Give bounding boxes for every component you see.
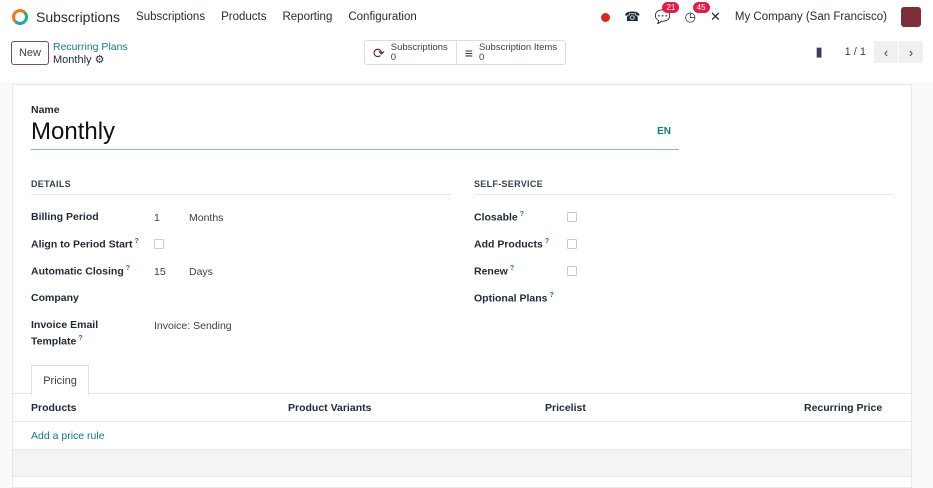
recording-dot-icon[interactable] [601,12,611,22]
add-products-text: Add Products [474,238,543,251]
add-products-label: Add Products? [474,238,549,251]
name-label: Name [31,104,60,116]
invoice-template-label-1: Invoice Email [31,319,99,331]
align-label: Align to Period Start? [31,238,139,251]
add-products-checkbox[interactable] [567,239,577,249]
control-panel: New Recurring Plans Monthly ⚙ ⟳ Subscript… [0,34,933,82]
renew-checkbox[interactable] [567,266,577,276]
closable-label: Closable? [474,211,524,224]
add-price-rule-link[interactable]: Add a price rule [31,430,105,442]
pager: ▮ 1 / 1 ‹ › [815,41,923,63]
smart-buttons: ⟳ Subscriptions 0 ≡ Subscription Items 0 [364,40,567,65]
invoice-template-label-2: Template? [31,335,83,348]
auto-close-text: Automatic Closing [31,265,124,278]
company-switcher[interactable]: My Company (San Francisco) [734,11,887,23]
breadcrumb-recurring-plans[interactable]: Recurring Plans [53,41,128,53]
invoice-template-text: Template [31,335,77,348]
breadcrumb-current-label: Monthly [53,54,92,66]
column-pricelist[interactable]: Pricelist [545,402,586,414]
breadcrumb-current: Monthly ⚙ [53,53,104,66]
list-icon: ≡ [464,44,473,61]
form-sheet: Name Monthly EN DETAILS SELF-SERVICE Bil… [12,84,912,488]
activity-badge: 45 [692,2,710,13]
help-icon[interactable]: ? [134,238,139,245]
help-icon[interactable]: ? [549,292,554,299]
subscription-items-stat-button[interactable]: ≡ Subscription Items 0 [455,41,565,64]
tab-pricing[interactable]: Pricing [31,365,89,395]
align-text: Align to Period Start [31,238,133,251]
app-name[interactable]: Subscriptions [36,9,121,25]
empty-row [13,449,911,477]
closable-text: Closable [474,211,518,224]
stat-value: 0 [390,51,397,63]
gear-icon[interactable]: ⚙ [94,54,105,66]
app-logo-icon[interactable] [12,9,28,25]
renew-text: Renew [474,265,508,278]
subscriptions-stat-button[interactable]: ⟳ Subscriptions 0 [365,41,456,64]
pager-value[interactable]: 1 / 1 [844,46,866,58]
column-products[interactable]: Products [31,402,77,414]
pager-previous-button[interactable]: ‹ [874,41,898,63]
language-button[interactable]: EN [657,126,671,137]
name-value: Monthly [31,118,116,145]
billing-period-unit[interactable]: Months [189,212,224,224]
refresh-icon: ⟳ [373,44,385,61]
user-avatar[interactable] [901,7,921,27]
renew-label: Renew? [474,265,514,278]
activity-clock-icon[interactable]: ◷ 45 [685,2,710,25]
auto-close-value[interactable]: 15 [154,266,166,278]
invoice-template-value[interactable]: Invoice: Sending [154,320,232,332]
closable-checkbox[interactable] [567,212,577,222]
name-input[interactable]: Monthly EN [31,118,679,150]
self-service-section-title: SELF-SERVICE [474,179,894,195]
column-recurring-price[interactable]: Recurring Price [804,402,883,414]
help-icon[interactable]: ? [125,265,131,272]
billing-period-value[interactable]: 1 [154,212,160,224]
menu-reporting[interactable]: Reporting [282,11,333,23]
stat-value: 0 [478,51,485,63]
details-section-title: DETAILS [31,179,451,195]
stat-label: Subscriptions [390,41,448,53]
auto-close-unit[interactable]: Days [189,266,213,278]
auto-close-label: Automatic Closing? [31,265,130,278]
help-icon[interactable]: ? [544,238,550,245]
chat-icon[interactable]: 💬 21 [654,2,680,25]
optional-plans-text: Optional Plans [474,292,548,305]
top-navbar: Subscriptions Subscriptions Products Rep… [0,0,933,34]
help-icon[interactable]: ? [509,265,515,272]
align-checkbox[interactable] [154,239,164,249]
bookmark-icon[interactable]: ▮ [815,44,823,59]
row-divider [13,421,911,422]
tab-divider [13,393,911,394]
menu-subscriptions[interactable]: Subscriptions [136,11,206,23]
menu-products[interactable]: Products [221,11,267,23]
menu-configuration[interactable]: Configuration [348,11,417,23]
optional-plans-label: Optional Plans? [474,292,554,305]
stat-label: Subscription Items [478,41,558,53]
billing-period-label: Billing Period [31,211,99,223]
phone-icon[interactable]: ☎ [624,9,641,24]
pager-next-button[interactable]: › [899,41,923,63]
new-button[interactable]: New [11,41,49,65]
column-product-variants[interactable]: Product Variants [288,402,372,414]
tools-icon[interactable]: ✕ [709,9,721,24]
help-icon[interactable]: ? [519,211,525,218]
help-icon[interactable]: ? [78,335,83,342]
company-label: Company [31,292,79,304]
chat-badge: 21 [662,2,680,13]
